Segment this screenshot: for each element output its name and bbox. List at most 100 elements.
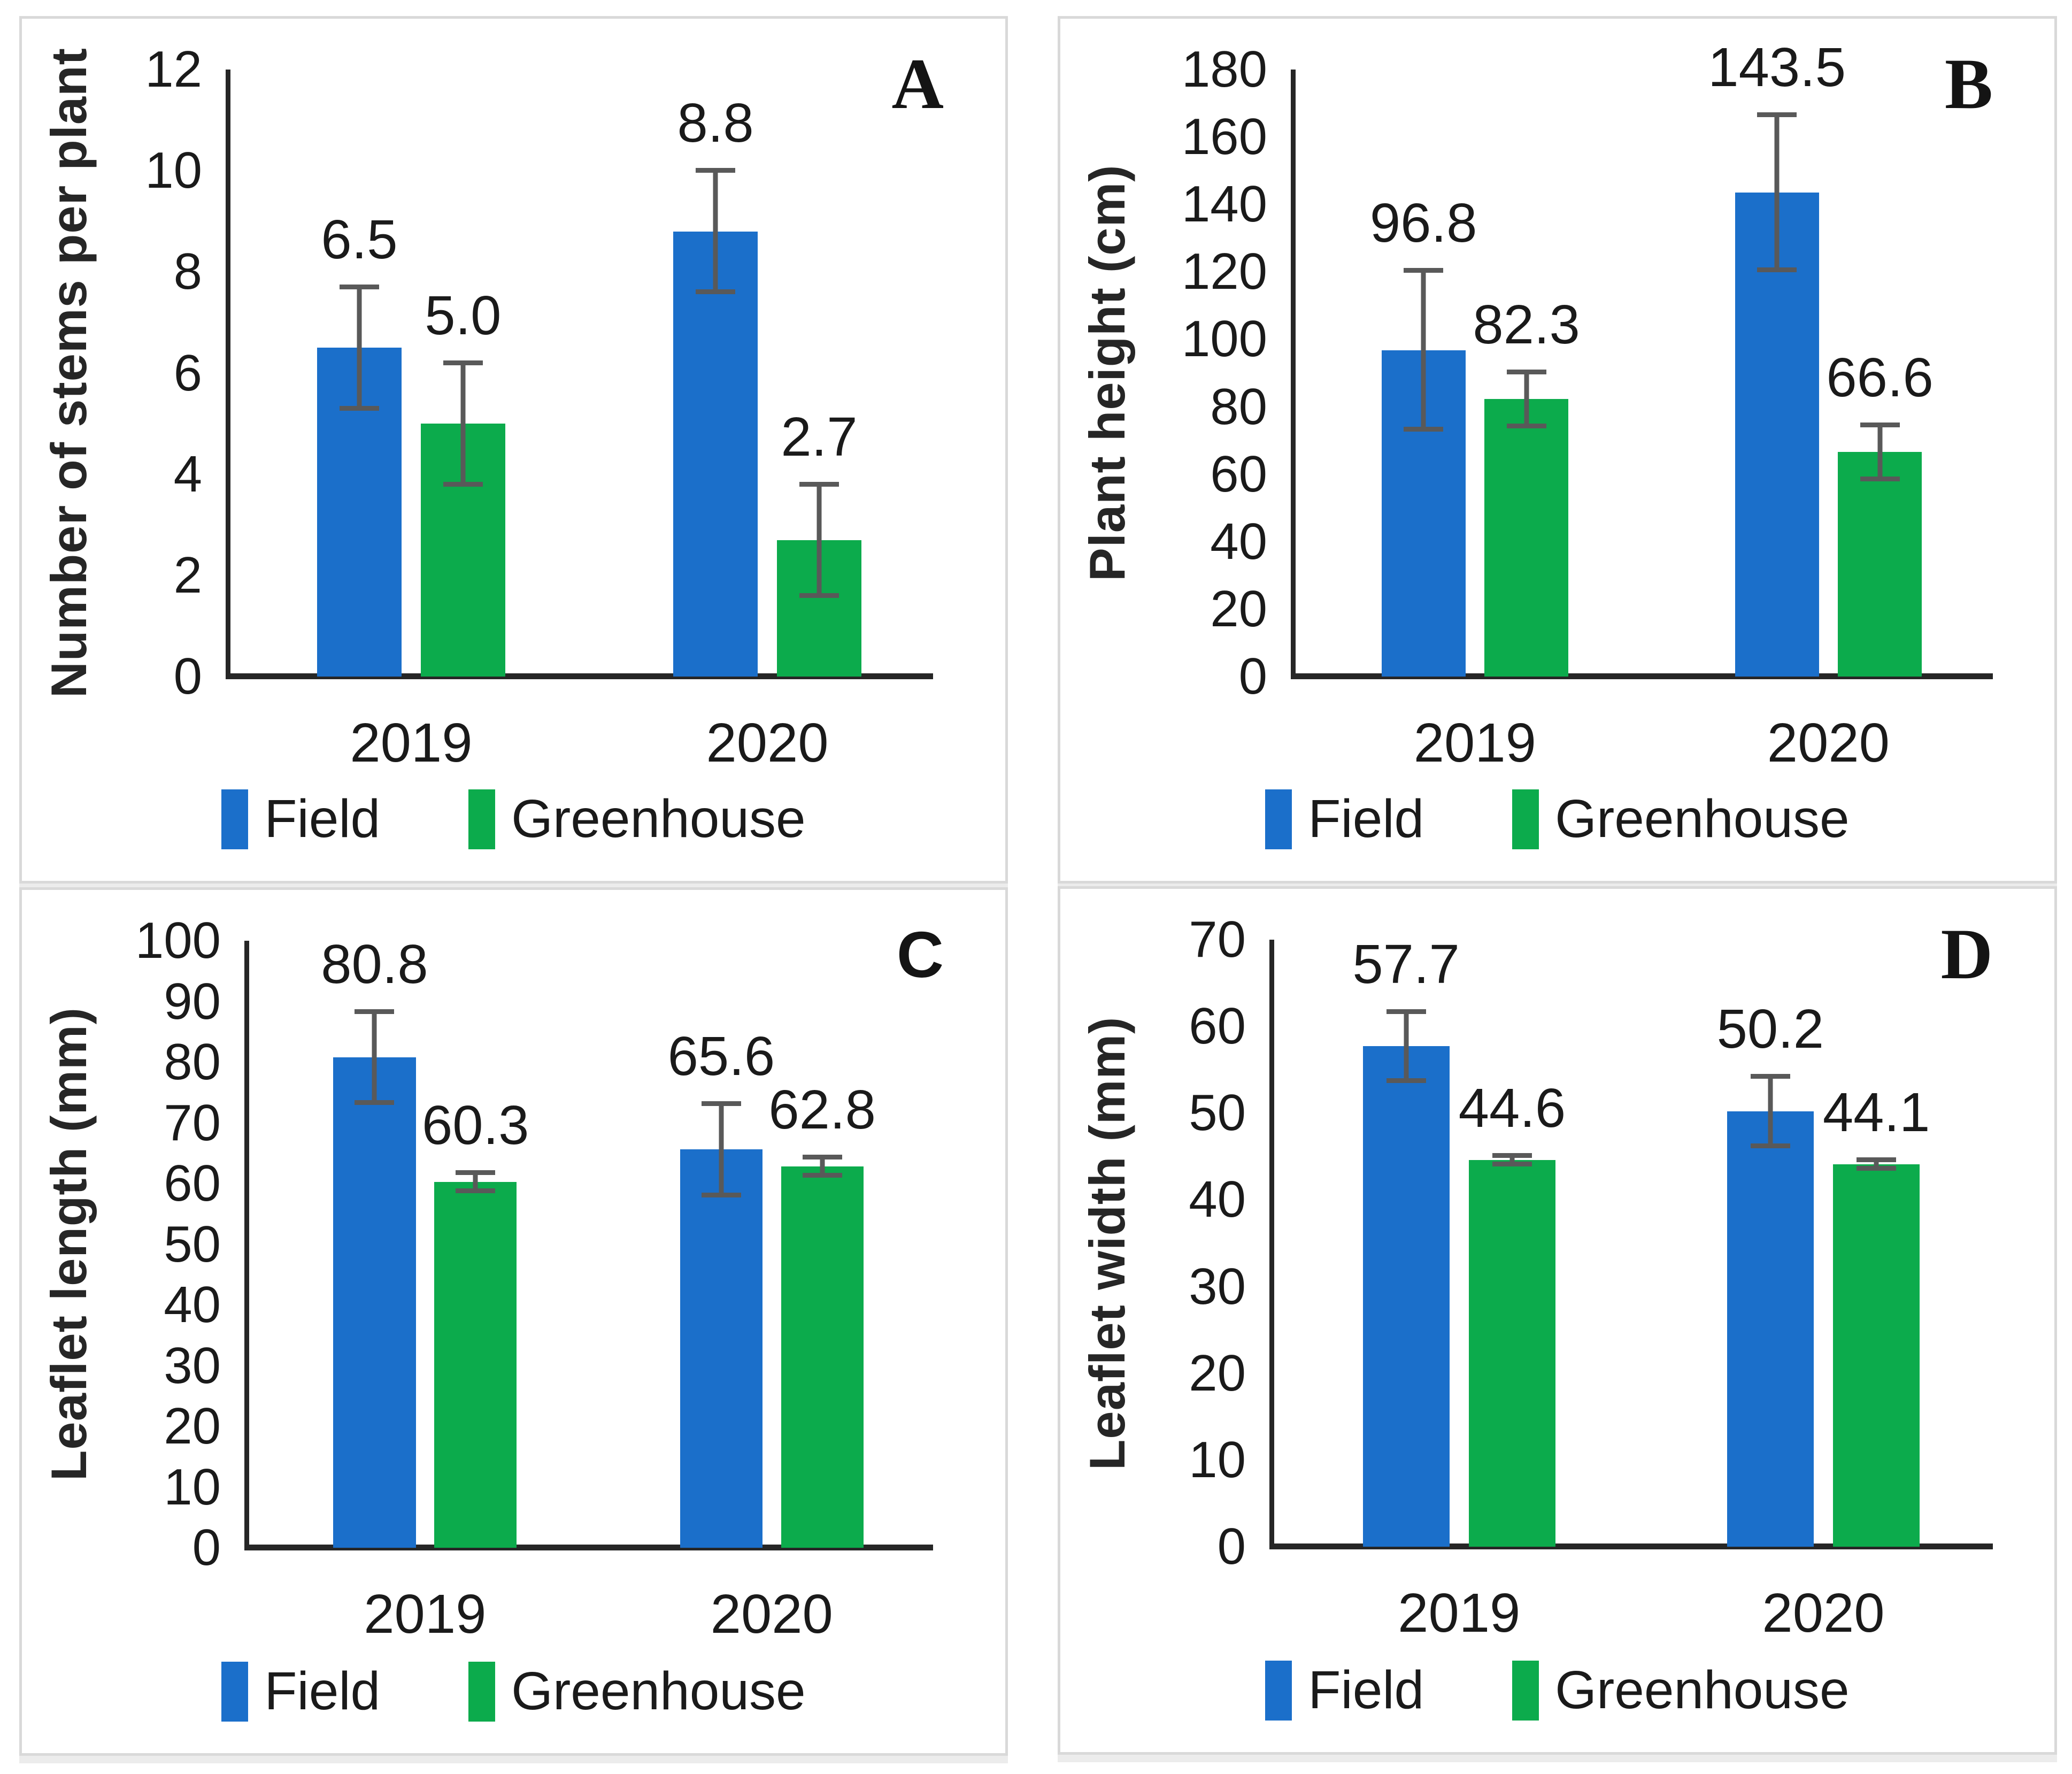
legend: Field Greenhouse bbox=[22, 1661, 1005, 1722]
bar-greenhouse-2019 bbox=[1468, 1159, 1555, 1547]
y-tick-label: 60 bbox=[164, 1155, 221, 1212]
value-label-greenhouse-2019: 60.3 bbox=[421, 1094, 529, 1156]
y-tick-label: 20 bbox=[164, 1397, 221, 1455]
y-tick-label: 180 bbox=[1181, 41, 1267, 98]
error-bar-cap-top bbox=[443, 360, 483, 365]
legend-item-field: Field bbox=[221, 788, 380, 850]
y-tick-label: 6 bbox=[173, 344, 202, 402]
y-tick-label: 80 bbox=[1210, 378, 1267, 435]
error-bar-cap-top bbox=[1757, 112, 1797, 118]
panel-letter: A bbox=[891, 44, 944, 124]
y-axis-line bbox=[1269, 940, 1274, 1547]
y-tick-label: 100 bbox=[135, 912, 221, 969]
error-bar-greenhouse-2020 bbox=[817, 484, 822, 596]
legend-item-field: Field bbox=[1265, 1660, 1424, 1721]
legend-label-greenhouse: Greenhouse bbox=[1555, 789, 1850, 849]
x-category-label: 2019 bbox=[1413, 712, 1536, 773]
error-bar-cap-top bbox=[802, 1155, 842, 1160]
value-label-field-2020: 65.6 bbox=[667, 1025, 775, 1087]
value-label-greenhouse-2020: 62.8 bbox=[768, 1079, 876, 1141]
y-tick-label: 140 bbox=[1181, 175, 1267, 233]
y-tick-label: 10 bbox=[145, 142, 202, 199]
y-tick-label: 30 bbox=[1189, 1257, 1246, 1315]
error-bar-cap-top bbox=[1492, 1153, 1532, 1158]
error-bar-field-2019 bbox=[357, 287, 362, 409]
y-axis-line bbox=[226, 70, 230, 677]
y-tick-label: 50 bbox=[1189, 1084, 1246, 1142]
value-label-field-2019: 6.5 bbox=[321, 208, 398, 270]
y-tick-label: 0 bbox=[1217, 1518, 1246, 1575]
y-tick-label: 10 bbox=[164, 1458, 221, 1516]
bar-greenhouse-2020 bbox=[781, 1166, 864, 1548]
y-tick-label: 160 bbox=[1181, 108, 1267, 166]
legend-marker-field bbox=[221, 789, 249, 849]
error-bar-greenhouse-2019 bbox=[1509, 1155, 1515, 1164]
value-label-field-2020: 143.5 bbox=[1708, 36, 1846, 98]
legend-item-greenhouse: Greenhouse bbox=[1512, 788, 1850, 850]
value-label-field-2019: 57.7 bbox=[1352, 933, 1460, 995]
y-tick-label: 40 bbox=[164, 1276, 221, 1333]
x-axis-line bbox=[226, 673, 933, 679]
error-bar-cap-bottom bbox=[799, 593, 839, 598]
panel-c-leaflet-length: C Leaflet length (mm) 0 10 20 30 40 50 60 70 80 9… bbox=[19, 887, 1008, 1756]
x-category-label: 2019 bbox=[350, 712, 473, 773]
value-label-greenhouse-2020: 2.7 bbox=[781, 405, 858, 467]
error-bar-cap-bottom bbox=[1492, 1161, 1532, 1166]
legend-label-greenhouse: Greenhouse bbox=[511, 1661, 806, 1721]
legend-marker-greenhouse bbox=[1512, 789, 1539, 849]
error-bar-cap-bottom bbox=[701, 1192, 741, 1197]
x-axis-line bbox=[1291, 673, 1993, 679]
value-label-greenhouse-2019: 5.0 bbox=[425, 284, 502, 346]
y-axis-title: Leaflet length (mm) bbox=[41, 1007, 97, 1481]
error-bar-field-2019 bbox=[1404, 1011, 1409, 1081]
x-category-label: 2019 bbox=[364, 1583, 487, 1645]
legend-marker-greenhouse bbox=[1512, 1660, 1539, 1721]
bar-field-2019 bbox=[333, 1057, 416, 1548]
y-tick-label: 90 bbox=[164, 972, 221, 1030]
error-bar-greenhouse-2020 bbox=[820, 1157, 825, 1176]
value-label-field-2019: 96.8 bbox=[1369, 192, 1477, 254]
error-bar-greenhouse-2019 bbox=[473, 1172, 478, 1191]
error-bar-field-2020 bbox=[719, 1104, 724, 1195]
error-bar-field-2020 bbox=[1768, 1077, 1773, 1146]
panel-letter: B bbox=[1944, 44, 1993, 124]
y-tick-label: 80 bbox=[164, 1033, 221, 1090]
error-bar-cap-top bbox=[339, 284, 379, 289]
panel-b-plant-height: B Plant height (cm) 0 20 40 60 80 100 120 140 16… bbox=[1058, 16, 2057, 884]
y-tick-label: 0 bbox=[173, 648, 202, 705]
error-bar-cap-top bbox=[1750, 1074, 1790, 1079]
bar-greenhouse-2020 bbox=[1838, 452, 1922, 677]
legend-item-field: Field bbox=[1265, 788, 1424, 850]
error-bar-cap-bottom bbox=[696, 289, 736, 295]
error-bar-cap-bottom bbox=[1404, 426, 1444, 432]
y-tick-label: 70 bbox=[1189, 911, 1246, 968]
panel-letter: D bbox=[1940, 915, 1993, 994]
error-bar-cap-top bbox=[1386, 1009, 1426, 1014]
x-category-label: 2020 bbox=[710, 1583, 833, 1645]
error-bar-cap-top bbox=[456, 1170, 496, 1175]
value-label-greenhouse-2020: 44.1 bbox=[1822, 1081, 1930, 1143]
x-axis-line bbox=[1269, 1543, 1993, 1549]
y-tick-label: 70 bbox=[164, 1094, 221, 1151]
error-bar-cap-top bbox=[696, 168, 736, 173]
error-bar-cap-bottom bbox=[1386, 1078, 1426, 1084]
plot-area: 0 10 20 30 40 50 60 70 2019 2020 57.7 50.2 44.6 44.1 bbox=[1189, 914, 1993, 1640]
legend-marker-field bbox=[221, 1661, 249, 1722]
y-tick-label: 120 bbox=[1181, 243, 1267, 301]
legend: Field Greenhouse bbox=[1060, 788, 2054, 850]
y-axis-title: Plant height (cm) bbox=[1079, 164, 1135, 582]
error-bar-field-2019 bbox=[1421, 271, 1426, 429]
y-tick-label: 10 bbox=[1189, 1431, 1246, 1488]
bar-field-2019 bbox=[1362, 1046, 1450, 1547]
error-bar-cap-top bbox=[1860, 422, 1900, 427]
legend-item-greenhouse: Greenhouse bbox=[468, 1661, 806, 1722]
error-bar-cap-bottom bbox=[443, 481, 483, 487]
y-tick-label: 4 bbox=[173, 445, 202, 503]
legend: Field Greenhouse bbox=[22, 788, 1005, 850]
value-label-greenhouse-2020: 66.6 bbox=[1826, 346, 1934, 408]
y-tick-label: 0 bbox=[1238, 648, 1267, 705]
x-category-label: 2020 bbox=[706, 712, 829, 773]
bar-field-2020 bbox=[1735, 193, 1819, 677]
panel-d-leaflet-width: D Leaflet width (mm) 0 10 20 30 40 50 60 70 2019… bbox=[1058, 886, 2057, 1755]
legend-item-field: Field bbox=[221, 1661, 380, 1722]
